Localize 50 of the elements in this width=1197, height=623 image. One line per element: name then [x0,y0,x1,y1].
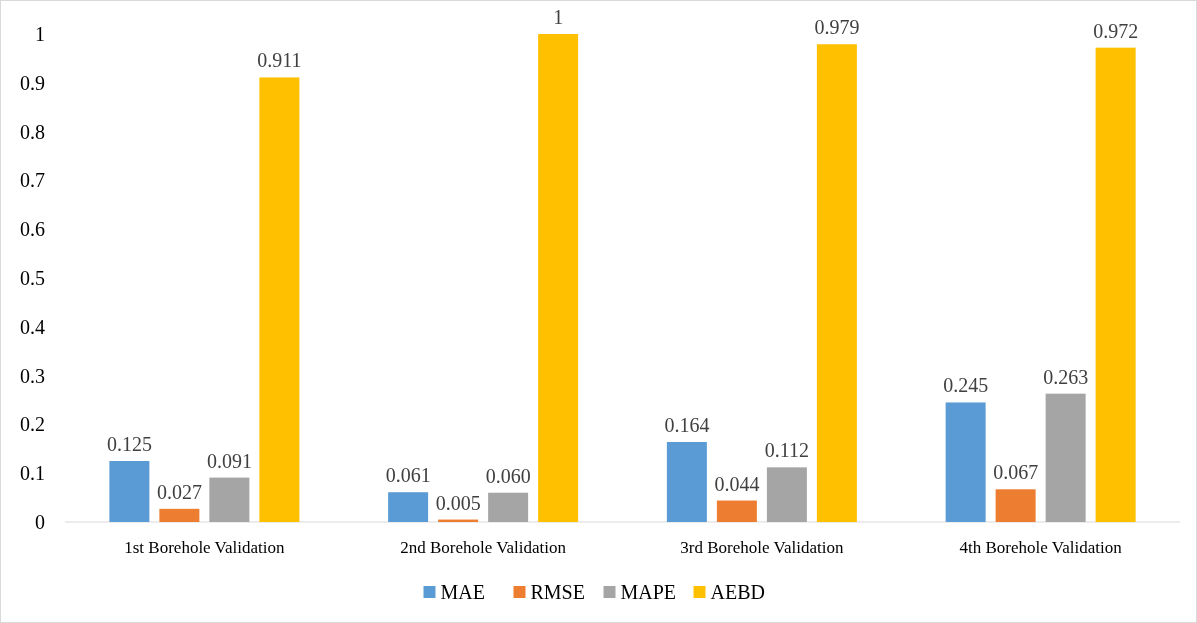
y-tick-label: 0.6 [20,218,45,241]
data-label: 0.911 [257,49,302,72]
y-tick-label: 1 [35,23,45,45]
bar [209,477,250,522]
y-tick-label: 0.9 [20,71,45,94]
data-label: 0.091 [206,449,252,472]
legend-label: AEBD [710,581,765,603]
data-label: 0.164 [664,413,710,436]
legend-label: MAE [440,581,485,603]
bar [816,44,857,522]
x-tick-label: 4th Borehole Validation [959,538,1123,557]
bar [995,489,1036,522]
x-tick-label: 1st Borehole Validation [124,538,285,557]
data-label: 0.044 [714,472,760,495]
x-tick-label: 2nd Borehole Validation [400,538,567,557]
bar [716,500,757,522]
bar [109,461,150,522]
bar [1045,393,1086,522]
data-label: 0.060 [485,464,531,487]
y-tick-label: 0.2 [20,413,45,436]
y-tick-label: 0.8 [20,120,45,143]
data-label: 0.112 [764,439,810,462]
data-label: 0.979 [814,16,860,39]
y-tick-label: 0.3 [20,364,45,387]
data-label: 0.067 [993,461,1039,484]
data-label: 0.125 [106,433,152,455]
y-tick-label: 0.7 [20,169,45,192]
bar [259,77,300,522]
data-label: 0.263 [1043,365,1089,388]
bar [945,402,986,522]
data-label: 0.027 [156,480,202,503]
y-tick-label: 0.4 [20,315,45,338]
bar [159,508,200,522]
legend-label: RMSE [530,581,585,603]
data-label: 1 [553,6,564,28]
bar [488,492,529,522]
data-label: 0.972 [1093,19,1139,42]
bar [766,467,807,522]
bar [388,492,429,522]
bar [666,441,707,522]
data-label: 0.245 [943,374,989,397]
data-label: 0.005 [435,491,481,514]
y-tick-label: 0.1 [20,462,45,485]
data-label: 0.061 [385,464,431,487]
y-tick-label: 0.5 [20,267,45,289]
legend-label: MAPE [620,581,677,603]
y-tick-label: 0 [35,511,45,533]
bar [538,34,579,522]
bar [1095,47,1136,522]
x-tick-label: 3rd Borehole Validation [680,538,844,557]
